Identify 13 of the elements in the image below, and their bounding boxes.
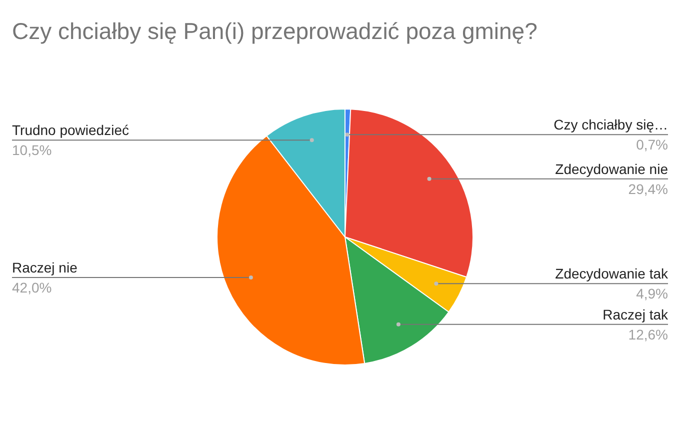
data-label: 10,5% bbox=[12, 142, 52, 158]
data-label: 42,0% bbox=[12, 279, 52, 296]
slice-label: Raczej nie bbox=[12, 259, 78, 276]
slice-label: Zdecydowanie nie bbox=[555, 160, 668, 177]
slice-label: Trudno powiedzieć bbox=[12, 122, 129, 138]
chart-title: Czy chciałby się Pan(i) przeprowadzić poza gminę? bbox=[12, 18, 538, 45]
data-label: 12,6% bbox=[628, 326, 668, 342]
data-label: 4,9% bbox=[636, 286, 668, 302]
slice-label: Zdecydowanie tak bbox=[555, 266, 669, 282]
slice-label: Czy chciałby się… bbox=[554, 116, 668, 133]
data-label: 29,4% bbox=[628, 180, 668, 197]
data-label: 0,7% bbox=[636, 136, 668, 153]
slice-label: Raczej tak bbox=[602, 306, 669, 322]
